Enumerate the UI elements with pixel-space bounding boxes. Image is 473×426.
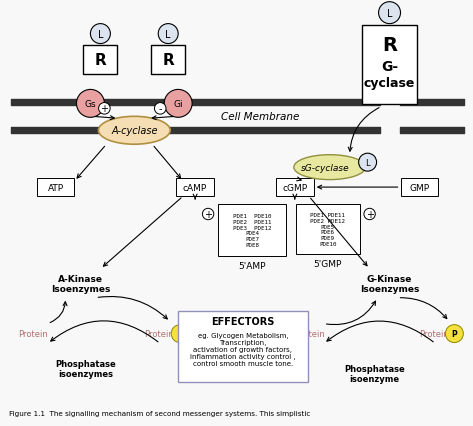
Circle shape	[158, 25, 178, 44]
Text: 5'GMP: 5'GMP	[314, 260, 342, 269]
Circle shape	[378, 3, 401, 25]
Text: L: L	[166, 29, 171, 40]
Text: P: P	[177, 329, 183, 338]
Text: +: +	[366, 210, 374, 219]
Bar	[36, 178, 74, 196]
Ellipse shape	[98, 117, 170, 145]
Text: G-Kinase
Isoenzymes: G-Kinase Isoenzymes	[360, 274, 419, 294]
Text: Protein-: Protein-	[144, 329, 176, 338]
Text: G-: G-	[381, 60, 398, 74]
Text: cAMP: cAMP	[183, 183, 207, 192]
Text: ATP: ATP	[47, 183, 63, 192]
Text: R: R	[382, 36, 397, 55]
Text: L: L	[365, 158, 370, 167]
Text: -: -	[158, 104, 162, 114]
Text: Phosphatase
isoenzymes: Phosphatase isoenzymes	[55, 359, 116, 378]
Text: Protein: Protein	[18, 329, 47, 338]
Bar	[151, 46, 185, 75]
Circle shape	[90, 25, 110, 44]
Circle shape	[77, 90, 105, 118]
Text: +: +	[204, 210, 212, 219]
Circle shape	[446, 325, 464, 343]
Text: Protein: Protein	[295, 329, 324, 338]
Text: GMP: GMP	[410, 183, 429, 192]
Circle shape	[171, 325, 189, 343]
Bar	[178, 311, 308, 383]
Bar	[218, 204, 286, 256]
Text: R: R	[95, 53, 106, 68]
Bar	[401, 178, 438, 196]
Text: 5'AMP: 5'AMP	[238, 262, 266, 271]
Text: L: L	[387, 9, 392, 19]
Bar	[362, 26, 418, 105]
Text: R: R	[162, 53, 174, 68]
Text: +: +	[100, 104, 108, 114]
Text: L: L	[97, 29, 103, 40]
Ellipse shape	[294, 155, 366, 180]
Text: A-Kinase
Isoenzymes: A-Kinase Isoenzymes	[51, 274, 110, 294]
Text: A-cyclase: A-cyclase	[111, 126, 158, 136]
Text: PDE1  PDE10
PDE2  PDE11
PDE3  PDE12
PDE4
PDE7
PDE8: PDE1 PDE10 PDE2 PDE11 PDE3 PDE12 PDE4 PD…	[233, 213, 271, 248]
Bar	[83, 46, 117, 75]
Bar	[176, 178, 214, 196]
Text: Protein-: Protein-	[419, 329, 452, 338]
Circle shape	[164, 90, 192, 118]
Text: EFFECTORS: EFFECTORS	[211, 316, 275, 326]
Text: Gs: Gs	[85, 100, 96, 109]
Bar	[296, 204, 359, 254]
Bar	[276, 178, 314, 196]
Circle shape	[359, 154, 377, 172]
Text: Figure 1.1  The signalling mechanism of second messenger systems. This simplisti: Figure 1.1 The signalling mechanism of s…	[9, 410, 310, 416]
Text: Gi: Gi	[174, 100, 183, 109]
Text: P: P	[452, 329, 457, 338]
Text: cyclase: cyclase	[364, 77, 415, 90]
Text: Cell Membrane: Cell Membrane	[221, 112, 299, 122]
Text: eg. Glycogen Metabolism,
Transcription,
activation of growth factors,
inflammati: eg. Glycogen Metabolism, Transcription, …	[190, 332, 296, 366]
Text: PDE1 PDE11
PDE2 PDE12
PDE5
PDE6
PDE9
PDE10: PDE1 PDE11 PDE2 PDE12 PDE5 PDE6 PDE9 PDE…	[310, 213, 345, 246]
Text: sG-cyclase: sG-cyclase	[300, 163, 349, 172]
Text: Phosphatase
isoenzyme: Phosphatase isoenzyme	[344, 364, 405, 383]
Text: cGMP: cGMP	[282, 183, 307, 192]
